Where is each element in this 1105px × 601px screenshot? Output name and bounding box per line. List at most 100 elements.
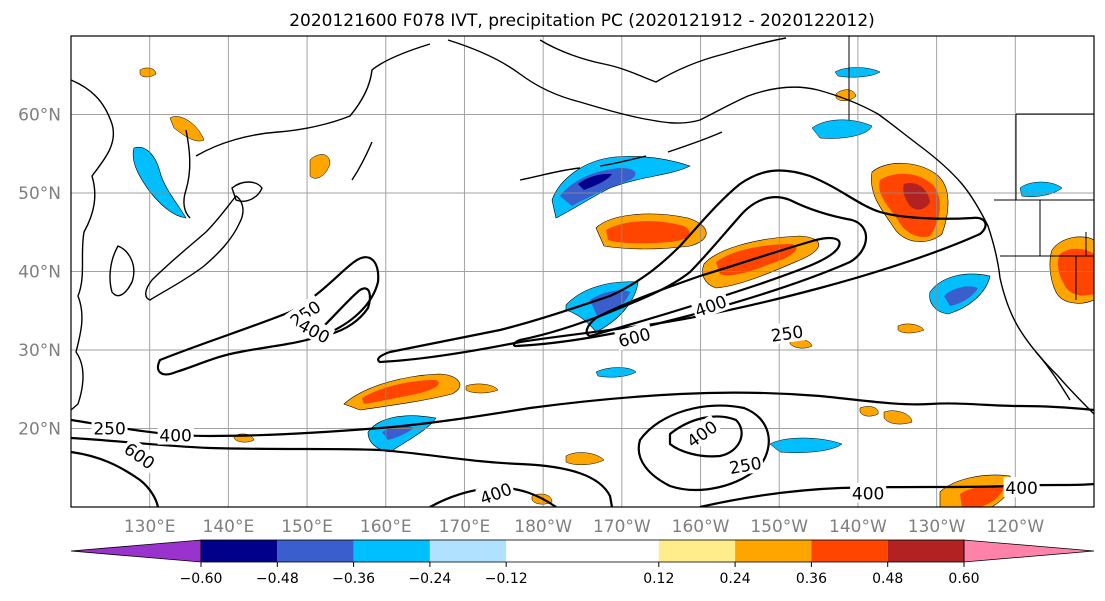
lat-tick-label: 60°N [18,106,61,126]
contour-label-bg [767,320,807,345]
colorbar-swatch [658,540,736,562]
ivt-contour-400-loop [668,415,743,458]
colorbar-tick-label: 0.24 [720,571,751,587]
colorbar-extend-min [70,539,202,563]
colorbar: −0.60 −0.48 −0.36 −0.24 −0.12 0.12 0.24 0.36 0.4… [70,539,1095,587]
lon-tick-label: 160°E [360,517,412,537]
contour-label-bg [294,312,336,348]
precip-negative-east [769,437,843,453]
lat-tick-label: 40°N [18,263,61,283]
lat-tick-label: 30°N [18,341,61,361]
precip-negative-east2 [595,367,637,378]
ivt-contour-600-ar [585,237,841,338]
coast-korea [109,245,135,297]
colorbar-extend-max [963,539,1095,563]
precipitation-shading [132,67,1094,507]
contour-label-bg [725,451,765,478]
contour-label: 400 [852,485,884,505]
political-borders [848,36,1094,300]
precip-positive-speck-6 [883,410,913,425]
contour-label-bg [119,436,161,474]
contour-label-bg [475,477,516,507]
figure-title: 2020121600 F078 IVT, precipitation PC (2… [289,11,875,31]
contour-label-bg [850,482,887,503]
contour-label-bg [157,424,194,445]
precip-negative-bering-max [578,173,612,190]
lat-tick-label: 50°N [18,184,61,204]
colorbar-swatch [887,540,964,562]
colorbar-swatch [811,540,888,562]
contour-label-bg [1003,477,1040,498]
lon-tick-label: 150°E [281,517,333,537]
contour-label: 250 [93,420,125,440]
colorbar-tick-label: −0.60 [180,571,223,587]
precip-negative-midpac-core [590,290,630,318]
coast-asia [71,79,115,411]
precip-negative-bering [551,156,691,219]
precip-positive-speck-2 [309,154,331,179]
ivt-contour-400-south [71,436,614,507]
ivt-contour-250-south [71,391,1094,438]
precip-positive-south-core [362,380,439,404]
colorbar-tick-label: 0.36 [796,571,827,587]
coast-alaska-north [539,37,787,83]
lon-tick-label: 140°E [203,517,255,537]
contour-label: 400 [1005,479,1037,499]
precip-positive-speck-3 [139,67,157,78]
precip-negative-south-core [382,425,414,440]
precip-positive-central-core [606,221,690,244]
colorbar-tick-label: 0.60 [948,571,979,587]
colorbar-tick-label: −0.24 [408,571,451,587]
precip-positive-panhandle-max [903,182,930,210]
contour-label-bg [681,414,723,452]
lon-tick-label: 160°W [672,517,730,537]
colorbar-tick-label: −0.36 [332,571,375,587]
precip-negative-bering-core [560,168,636,206]
lon-tick-label: 120°W [986,517,1044,537]
precip-positive-speck-7 [565,452,605,465]
ivt-contour-400-east [699,482,1094,507]
contour-label: 400 [159,427,191,447]
lat-tick-label: 20°N [18,420,61,440]
coast-mexico [1035,351,1071,401]
contour-label-bg [614,322,655,351]
colorbar-tick-label: 0.12 [643,571,674,587]
contour-label-bg [91,417,128,438]
coast-hokkaido [231,181,263,202]
coast-alaska [447,39,1094,415]
precip-positive-speck-5 [859,406,879,417]
colorbar-tick-label: 0.48 [872,571,903,587]
longitude-tick-labels: 130°E 140°E 150°E 160°E 170°E 180°W 170°W 160°W… [124,517,1045,537]
precip-positive-panhandle-core [879,173,940,238]
colorbar-outline [200,539,965,563]
latitude-tick-labels: 20°N 30°N 40°N 50°N 60°N [18,106,61,440]
coast-aleutians [519,131,723,181]
map-panel: 250400400600250250400600400250400400400 [70,35,1095,508]
coast-sakhalin [183,129,191,219]
coastlines [71,37,1094,415]
precip-negative-california-core [944,286,978,306]
precip-negative-sakhalin [132,146,187,219]
colorbar-swatch [353,540,430,562]
colorbar-swatch [201,540,278,562]
ivt-contour-600-south [71,450,160,507]
colorbar-swatch [277,540,354,562]
lon-tick-label: 170°E [439,517,491,537]
map-frame [70,35,1095,508]
lon-tick-label: 180°W [514,517,572,537]
lon-tick-label: 140°W [829,517,887,537]
map-gridlines [71,36,1094,507]
contour-label-bg [284,294,326,332]
precip-positive-speck-8 [465,383,499,394]
lon-tick-label: 130°E [124,517,176,537]
precip-positive-southeast-core [960,486,1004,507]
lon-tick-label: 170°W [593,517,651,537]
contour-labels: 250400400600250250400600400250400400400 [91,289,1040,507]
contour-label: 250 [770,322,805,346]
colorbar-tick-label: −0.12 [485,571,528,587]
colorbar-swatch [429,540,507,562]
precip-positive-speck-1 [169,116,205,142]
precip-negative-gulf [811,119,873,139]
contour-label-bg [690,289,731,321]
